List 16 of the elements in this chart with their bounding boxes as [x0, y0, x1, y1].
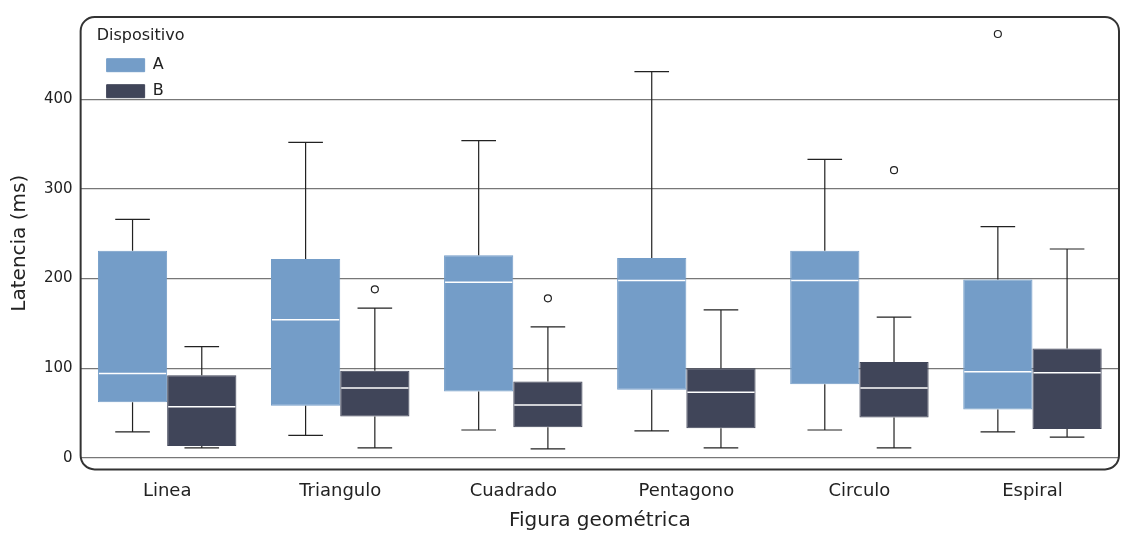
x-tick-label: Linea — [142, 478, 192, 500]
x-tick-label: Circulo — [828, 478, 891, 500]
x-tick-label: Pentagono — [638, 478, 735, 500]
x-tick-label: Espiral — [1002, 478, 1063, 500]
legend-title: Dispositivo — [96, 25, 185, 45]
y-tick-label: 200 — [43, 268, 73, 287]
legend-label: B — [152, 80, 164, 100]
legend-label: A — [152, 54, 164, 74]
y-tick-label: 300 — [43, 178, 73, 197]
y-tick-label: 0 — [63, 447, 73, 466]
x-axis-title: Figura geométrica — [508, 507, 691, 532]
y-axis-title: Latencia (ms) — [6, 174, 31, 312]
y-tick-label: 400 — [43, 89, 73, 108]
x-tick-label: Cuadrado — [469, 478, 557, 500]
x-tick-label: Triangulo — [298, 478, 382, 500]
y-tick-label: 100 — [43, 358, 73, 377]
